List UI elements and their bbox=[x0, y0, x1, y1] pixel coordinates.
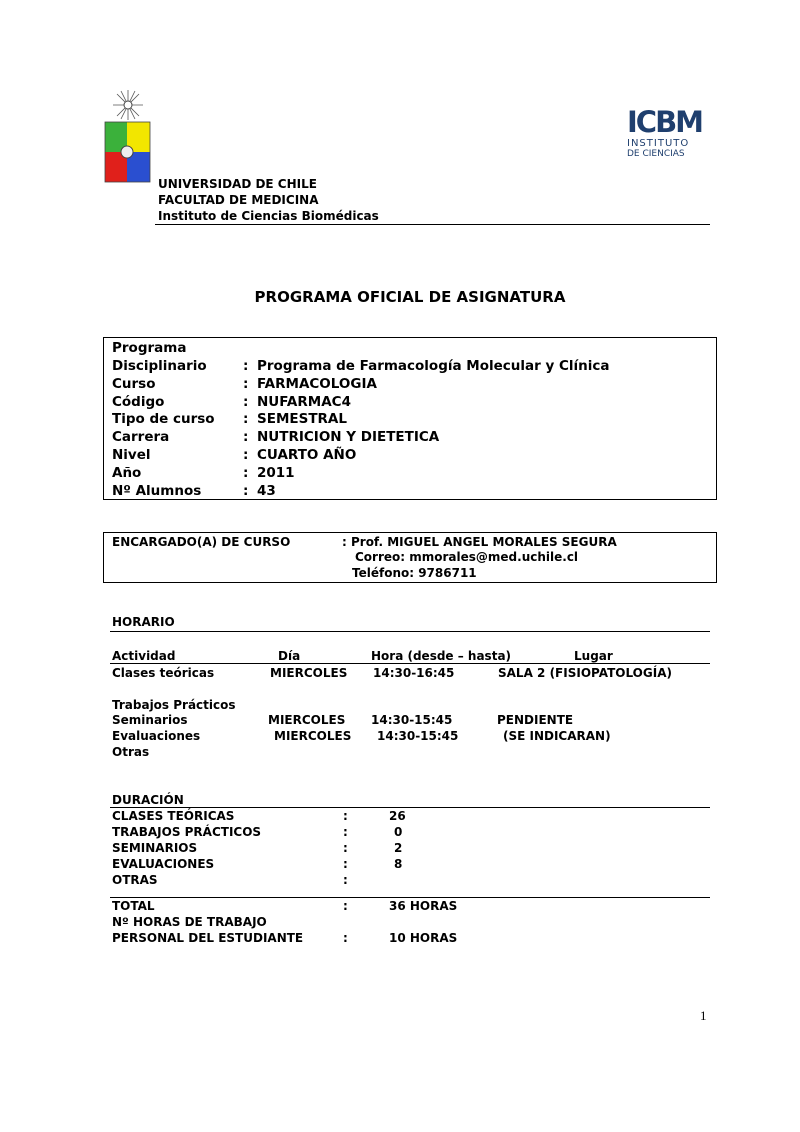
institute-name: Instituto de Ciencias Biomédicas bbox=[158, 209, 379, 223]
total-divider bbox=[110, 897, 710, 898]
horario-header-divider bbox=[110, 663, 710, 664]
page-number: 1 bbox=[700, 1008, 707, 1023]
course-info-value: Programa de Farmacología Molecular y Clí… bbox=[257, 358, 610, 374]
horario-row-actividad: Seminarios bbox=[112, 713, 188, 727]
encargado-label: ENCARGADO(A) DE CURSO bbox=[112, 535, 291, 549]
course-info-label: Disciplinario bbox=[112, 358, 207, 374]
duracion-row-label: CLASES TEÓRICAS bbox=[112, 809, 235, 823]
col-lugar: Lugar bbox=[574, 649, 613, 663]
course-info-label: Carrera bbox=[112, 429, 170, 445]
horario-row-lugar: SALA 2 (FISIOPATOLOGÍA) bbox=[498, 666, 672, 680]
duracion-row-colon: : bbox=[343, 809, 348, 823]
horario-row-dia: MIERCOLES bbox=[274, 729, 352, 743]
horario-row-lugar: PENDIENTE bbox=[497, 713, 574, 727]
horario-row-actividad: Trabajos Prácticos bbox=[112, 698, 236, 712]
horario-divider bbox=[110, 631, 710, 632]
encargado-box bbox=[103, 532, 717, 583]
course-info-value: FARMACOLOGIA bbox=[257, 376, 377, 392]
duracion-row-label: SEMINARIOS bbox=[112, 841, 198, 855]
course-info-label: Programa bbox=[112, 340, 187, 356]
horario-row-hora: 14:30-15:45 bbox=[377, 729, 459, 743]
total-label: TOTAL bbox=[112, 899, 155, 913]
course-info-label: Código bbox=[112, 394, 165, 410]
duracion-row-label: OTRAS bbox=[112, 873, 158, 887]
universidad-de-chile-logo bbox=[104, 90, 151, 183]
duracion-row-colon: : bbox=[343, 873, 348, 887]
duracion-row-value: 8 bbox=[394, 857, 403, 871]
course-info-colon: : bbox=[243, 358, 249, 374]
personal-label-1: Nº HORAS DE TRABAJO bbox=[112, 915, 267, 929]
course-info-label: Curso bbox=[112, 376, 156, 392]
course-info-value: CUARTO AÑO bbox=[257, 447, 357, 463]
duracion-row-label: EVALUACIONES bbox=[112, 857, 215, 871]
icbm-logo: ICBM INSTITUTO DE CIENCIAS bbox=[627, 105, 704, 159]
horario-row-actividad: Evaluaciones bbox=[112, 729, 201, 743]
duracion-row-colon: : bbox=[343, 841, 348, 855]
course-info-value: SEMESTRAL bbox=[257, 411, 347, 427]
course-info-box bbox=[103, 337, 717, 500]
personal-label-2: PERSONAL DEL ESTUDIANTE bbox=[112, 931, 304, 945]
course-info-value: NUTRICION Y DIETETICA bbox=[257, 429, 440, 445]
col-dia: Día bbox=[278, 649, 301, 663]
horario-row-hora: 14:30-15:45 bbox=[371, 713, 453, 727]
course-info-colon: : bbox=[243, 394, 249, 410]
horario-row-hora: 14:30-16:45 bbox=[373, 666, 455, 680]
course-info-colon: : bbox=[243, 447, 249, 463]
course-info-value: NUFARMAC4 bbox=[257, 394, 351, 410]
col-actividad: Actividad bbox=[112, 649, 176, 663]
course-info-label: Nº Alumnos bbox=[112, 483, 202, 499]
encargado-name: : Prof. MIGUEL ANGEL MORALES SEGURA bbox=[342, 535, 617, 549]
duracion-row-colon: : bbox=[343, 825, 348, 839]
course-info-label: Nivel bbox=[112, 447, 151, 463]
university-name: UNIVERSIDAD DE CHILE bbox=[158, 177, 317, 191]
horario-row-dia: MIERCOLES bbox=[268, 713, 346, 727]
personal-colon: : bbox=[343, 931, 348, 945]
encargado-email: Correo: mmorales@med.uchile.cl bbox=[355, 550, 579, 564]
course-info-value: 2011 bbox=[257, 465, 295, 481]
col-hora: Hora (desde – hasta) bbox=[371, 649, 512, 663]
duracion-row-value: 2 bbox=[394, 841, 403, 855]
encargado-phone: Teléfono: 9786711 bbox=[352, 566, 477, 580]
personal-value: 10 HORAS bbox=[389, 931, 458, 945]
duracion-row-label: TRABAJOS PRÁCTICOS bbox=[112, 825, 262, 839]
horario-row-actividad: Otras bbox=[112, 745, 150, 759]
total-colon: : bbox=[343, 899, 348, 913]
course-info-colon: : bbox=[243, 376, 249, 392]
course-info-colon: : bbox=[243, 483, 249, 499]
course-info-label: Año bbox=[112, 465, 142, 481]
page-title: PROGRAMA OFICIAL DE ASIGNATURA bbox=[254, 288, 566, 306]
duracion-heading: DURACIÓN bbox=[112, 793, 184, 807]
horario-row-actividad: Clases teóricas bbox=[112, 666, 215, 680]
horario-row-dia: MIERCOLES bbox=[270, 666, 348, 680]
duracion-row-value: 0 bbox=[394, 825, 403, 839]
total-value: 36 HORAS bbox=[389, 899, 458, 913]
course-info-colon: : bbox=[243, 465, 249, 481]
course-info-colon: : bbox=[243, 429, 249, 445]
course-info-label: Tipo de curso bbox=[112, 411, 215, 427]
duracion-row-colon: : bbox=[343, 857, 348, 871]
header-divider bbox=[155, 224, 710, 225]
horario-heading: HORARIO bbox=[112, 615, 175, 629]
duracion-divider bbox=[110, 807, 710, 808]
course-info-colon: : bbox=[243, 411, 249, 427]
duracion-row-value: 26 bbox=[389, 809, 406, 823]
horario-row-lugar: (SE INDICARAN) bbox=[503, 729, 611, 743]
course-info-value: 43 bbox=[257, 483, 276, 499]
faculty-name: FACULTAD DE MEDICINA bbox=[158, 193, 319, 207]
